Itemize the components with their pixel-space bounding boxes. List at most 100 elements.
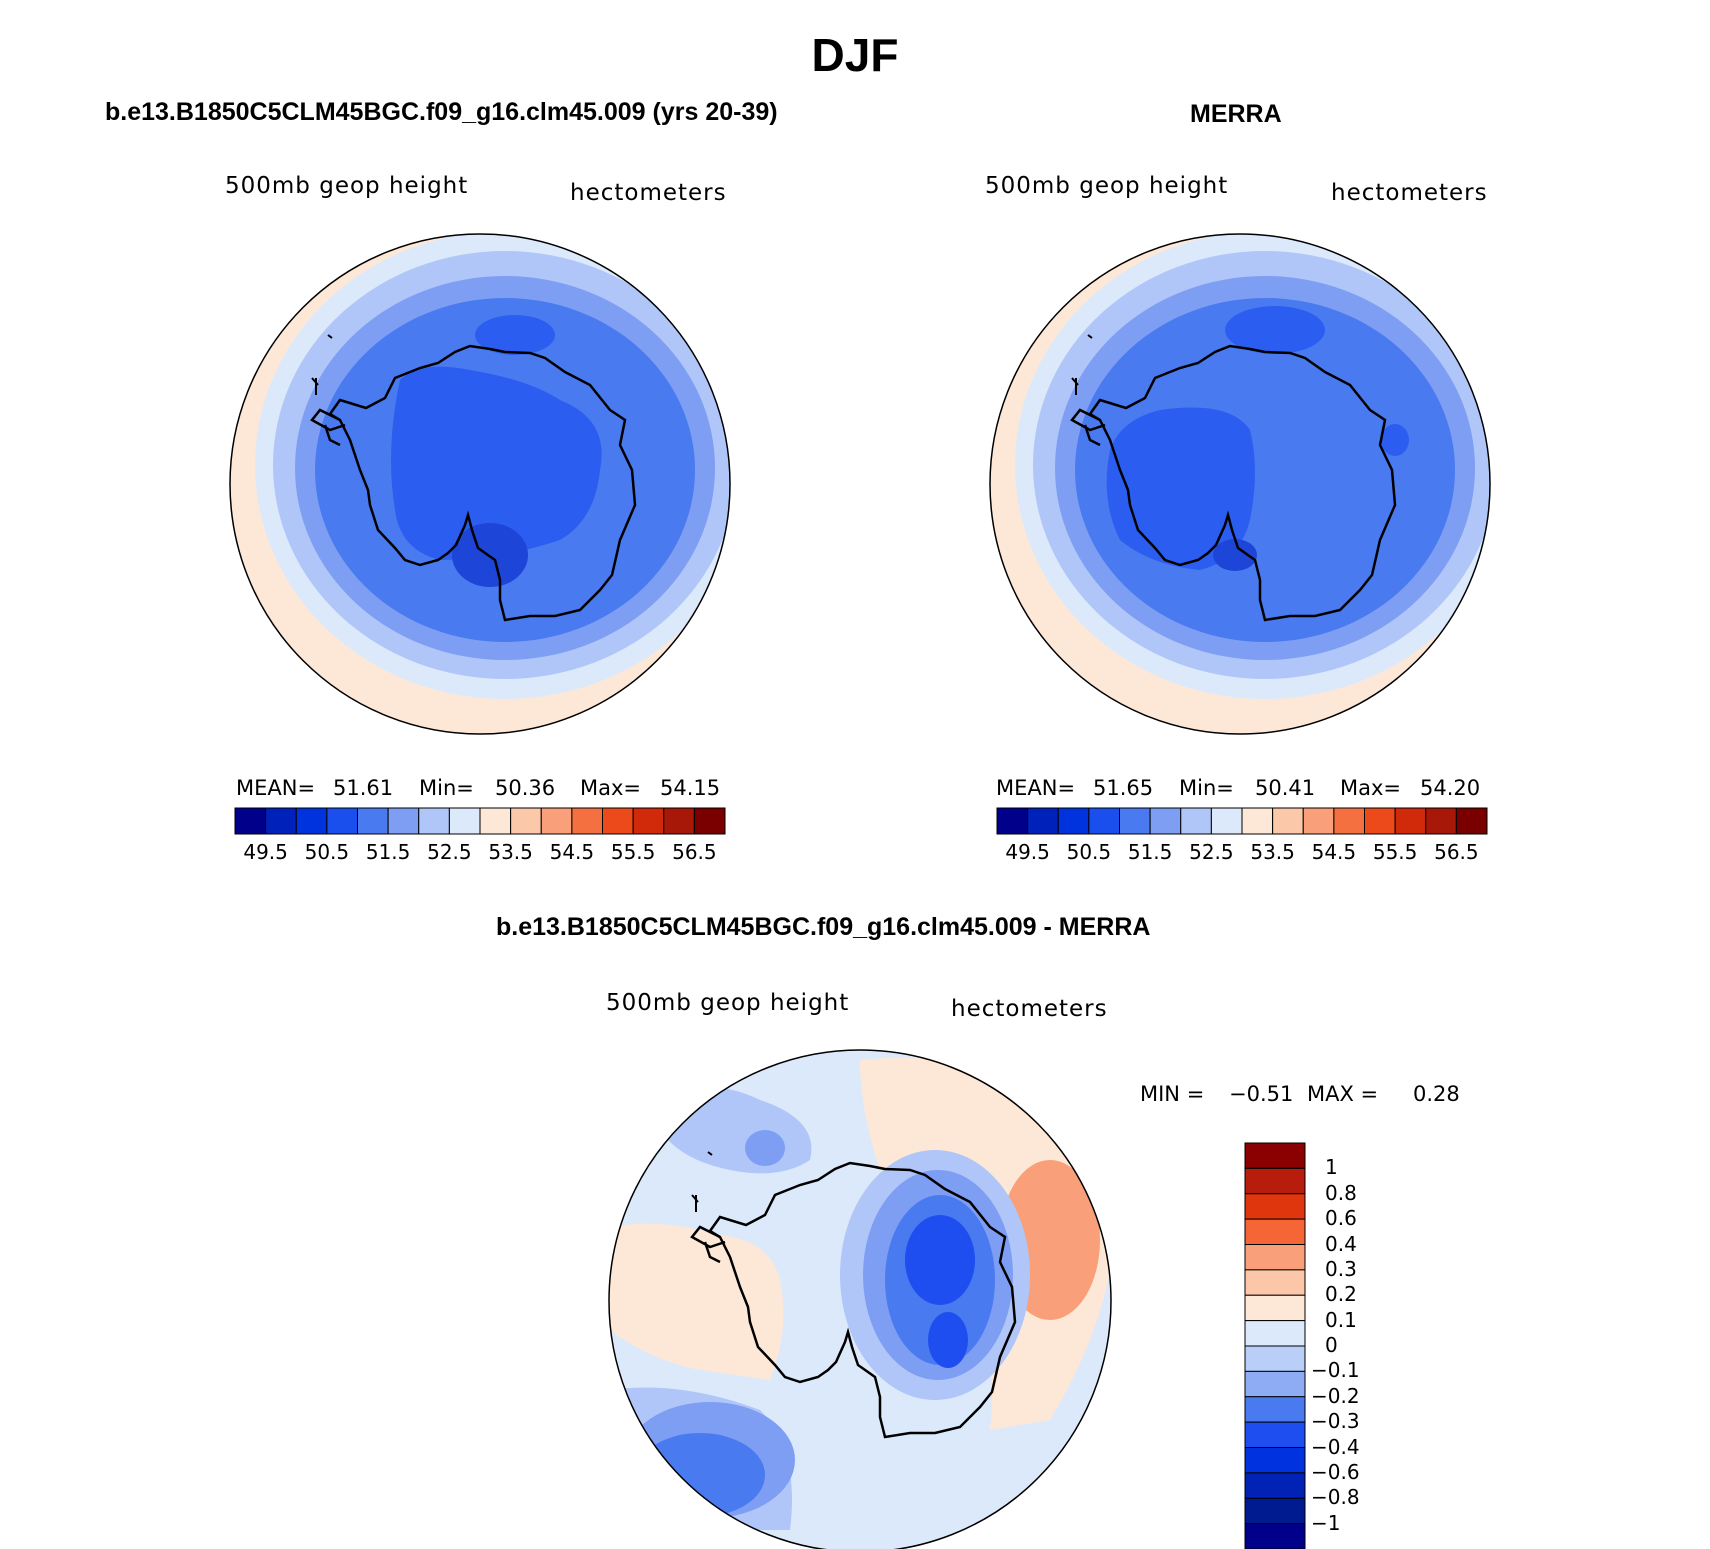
colorbar-swatch bbox=[1244, 1142, 1306, 1169]
colorbar-tick-label: −0.2 bbox=[1311, 1383, 1360, 1408]
colorbar-swatch bbox=[1241, 807, 1274, 835]
colorbar-swatch bbox=[1027, 807, 1059, 835]
colorbar-tick-label: 0.8 bbox=[1325, 1180, 1357, 1205]
contour-band bbox=[1213, 539, 1257, 571]
colorbar-tick-label: −0.3 bbox=[1311, 1409, 1360, 1434]
diff-panel-title: b.e13.B1850C5CLM45BGC.f09_g16.clm45.009 … bbox=[496, 913, 1151, 941]
figure-title: DJF bbox=[811, 29, 899, 81]
peninsula-coastline bbox=[690, 1225, 726, 1264]
colorbar-tick-label: 0 bbox=[1325, 1333, 1338, 1357]
colorbar-tick-label: −0.1 bbox=[1311, 1358, 1360, 1383]
colorbar-swatch bbox=[1425, 807, 1457, 835]
model-max-value: 54.15 bbox=[660, 776, 721, 800]
colorbar-tick-label: 52.5 bbox=[1189, 840, 1234, 864]
diff-variable-label: 500mb geop height bbox=[606, 990, 850, 1016]
colorbar-swatch bbox=[326, 807, 358, 835]
colorbar-swatch bbox=[295, 807, 328, 835]
diff-colorbar bbox=[1244, 1142, 1306, 1549]
colorbar-swatch bbox=[571, 807, 603, 835]
colorbar-tick-label: 54.5 bbox=[549, 840, 595, 864]
colorbar-swatch bbox=[632, 807, 665, 835]
colorbar-swatch bbox=[265, 807, 297, 835]
contour-band bbox=[1106, 407, 1255, 570]
colorbar-tick-label: 54.5 bbox=[1311, 840, 1357, 864]
colorbar-swatch bbox=[1244, 1193, 1306, 1220]
obs-max-value: 54.20 bbox=[1420, 776, 1481, 800]
colorbar-tick-label: 0.1 bbox=[1325, 1307, 1357, 1332]
colorbar-swatch bbox=[1244, 1447, 1306, 1474]
colorbar-tick-label: −1 bbox=[1311, 1510, 1341, 1535]
model-variable-label: 500mb geop height bbox=[225, 173, 469, 199]
colorbar-tick-label: 52.5 bbox=[427, 840, 472, 864]
colorbar-tick-label: −0.8 bbox=[1311, 1485, 1360, 1510]
colorbar-swatch bbox=[1244, 1294, 1306, 1322]
map-boundary bbox=[229, 233, 731, 735]
colorbar-swatch bbox=[1088, 807, 1120, 835]
colorbar-tick-label: 1 bbox=[1325, 1155, 1338, 1180]
colorbar-swatch bbox=[1333, 807, 1365, 835]
colorbar-swatch bbox=[1244, 1472, 1306, 1499]
colorbar-swatch bbox=[1302, 807, 1335, 835]
colorbar-swatch bbox=[1272, 807, 1304, 835]
colorbar-swatch bbox=[1364, 807, 1396, 835]
colorbar-swatch bbox=[234, 807, 267, 835]
obs-panel-title: MERRA bbox=[1190, 100, 1282, 128]
colorbar-tick-label: 0.4 bbox=[1325, 1231, 1357, 1256]
colorbar-swatch bbox=[996, 807, 1029, 835]
colorbar-swatch bbox=[1244, 1421, 1306, 1448]
model-min-value: 50.36 bbox=[495, 776, 556, 800]
model-mean-value: 51.61 bbox=[333, 776, 394, 800]
island-outline bbox=[691, 1151, 713, 1212]
island-outline bbox=[311, 334, 333, 395]
colorbar-swatch bbox=[357, 807, 389, 835]
colorbar-tick-label: −0.4 bbox=[1311, 1434, 1360, 1459]
contour-band bbox=[609, 1223, 784, 1380]
diff-min-label: MIN = bbox=[1140, 1082, 1205, 1106]
peninsula-coastline bbox=[1070, 408, 1106, 447]
diff-units-label: hectometers bbox=[951, 996, 1108, 1022]
obs-variable-label: 500mb geop height bbox=[985, 173, 1229, 199]
diff-max-value: 0.28 bbox=[1413, 1082, 1460, 1106]
contour-band bbox=[1225, 306, 1325, 354]
map-boundary bbox=[989, 233, 1491, 735]
colorbar-swatch bbox=[540, 807, 573, 835]
colorbar-swatch bbox=[602, 807, 634, 835]
contour-band bbox=[745, 1130, 785, 1166]
diff-max-label: MAX = bbox=[1307, 1082, 1379, 1106]
model-panel-title: b.e13.B1850C5CLM45BGC.f09_g16.clm45.009 … bbox=[105, 98, 778, 126]
model-mean-label: MEAN= bbox=[236, 776, 316, 800]
colorbar-tick-label: 56.5 bbox=[1434, 840, 1479, 864]
colorbar-swatch bbox=[1244, 1269, 1306, 1296]
colorbar-tick-label: 0.2 bbox=[1325, 1282, 1357, 1307]
colorbar-swatch bbox=[1057, 807, 1090, 835]
model-min-label: Min= bbox=[419, 776, 474, 800]
colorbar-swatch bbox=[1244, 1523, 1306, 1549]
antarctica-coastline bbox=[708, 1161, 1017, 1439]
model-max-label: Max= bbox=[580, 776, 642, 800]
colorbar-tick-label: 50.5 bbox=[1066, 840, 1112, 864]
colorbar-swatch bbox=[1394, 807, 1427, 835]
colorbar-swatch bbox=[479, 807, 512, 835]
colorbar-swatch bbox=[1180, 807, 1212, 835]
obs-mean-label: MEAN= bbox=[996, 776, 1076, 800]
colorbar-tick-label: 51.5 bbox=[365, 840, 411, 864]
obs-colorbar bbox=[996, 807, 1488, 835]
contour-band bbox=[391, 366, 602, 560]
colorbar-tick-label: 53.5 bbox=[1250, 840, 1295, 864]
colorbar-swatch bbox=[1210, 807, 1243, 835]
colorbar-tick-label: −0.6 bbox=[1311, 1459, 1360, 1484]
obs-min-value: 50.41 bbox=[1255, 776, 1316, 800]
map-boundary bbox=[608, 1049, 1112, 1549]
contour-band bbox=[928, 1312, 968, 1368]
model-units-label: hectometers bbox=[570, 180, 727, 206]
obs-units-label: hectometers bbox=[1331, 180, 1488, 206]
colorbar-tick-label: 51.5 bbox=[1127, 840, 1173, 864]
colorbar-swatch bbox=[1244, 1218, 1306, 1245]
colorbar-swatch bbox=[418, 807, 450, 835]
colorbar-tick-label: 0.6 bbox=[1325, 1206, 1357, 1231]
contour-band bbox=[1381, 424, 1409, 456]
obs-max-label: Max= bbox=[1340, 776, 1402, 800]
